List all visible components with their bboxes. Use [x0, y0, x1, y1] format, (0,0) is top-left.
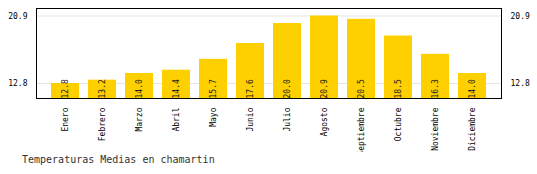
svg-text:20.0: 20.0 [283, 79, 292, 98]
svg-text:17.6: 17.6 [246, 79, 255, 98]
svg-text:20.9: 20.9 [511, 12, 530, 21]
svg-text:14.0: 14.0 [135, 79, 144, 98]
svg-text:20.5: 20.5 [357, 79, 366, 98]
svg-text:12.8: 12.8 [511, 79, 530, 88]
svg-text:Marzo: Marzo [135, 107, 144, 131]
svg-text:Septiembre: Septiembre [357, 107, 366, 152]
svg-text:Enero: Enero [61, 107, 70, 131]
svg-text:14.0: 14.0 [468, 79, 477, 98]
svg-text:13.2: 13.2 [98, 79, 107, 98]
html-text:Temperaturas Medias en chamart: Temperaturas Medias en chamartin [22, 154, 215, 165]
svg-text:Octubre: Octubre [394, 107, 403, 141]
svg-text:14.4: 14.4 [172, 79, 181, 98]
svg-text:Junio: Junio [246, 107, 255, 131]
svg-text:Noviembre: Noviembre [431, 107, 440, 151]
svg-text:18.5: 18.5 [394, 79, 403, 98]
svg-text:12.8: 12.8 [8, 79, 27, 88]
svg-text:Diciembre: Diciembre [468, 107, 477, 151]
svg-text:20.9: 20.9 [320, 79, 329, 98]
svg-text:Julio: Julio [283, 107, 292, 131]
svg-text:12.8: 12.8 [61, 79, 70, 98]
svg-text:Febrero: Febrero [98, 107, 107, 141]
svg-text:20.9: 20.9 [8, 12, 27, 21]
svg-text:15.7: 15.7 [209, 79, 218, 98]
svg-text:Mayo: Mayo [209, 107, 218, 126]
svg-text:16.3: 16.3 [431, 79, 440, 98]
svg-text:Abril: Abril [172, 107, 181, 131]
svg-text:Agosto: Agosto [320, 107, 329, 136]
